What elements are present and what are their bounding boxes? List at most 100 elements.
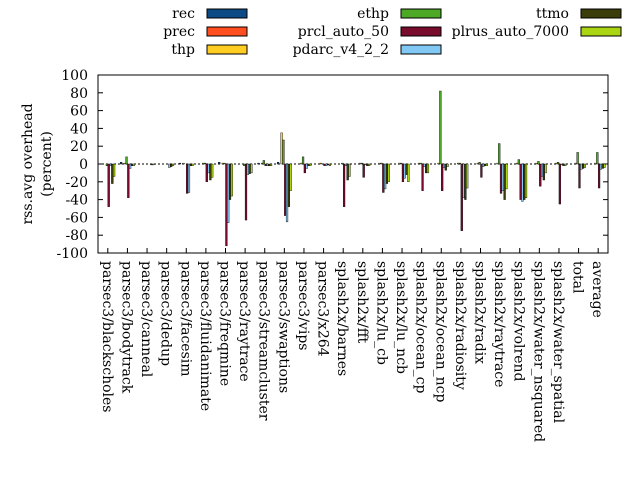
x-tick-label: splash2x/radiosity (452, 261, 468, 390)
x-tick-label: parsec3/vips (295, 261, 311, 350)
bar-ttmo (503, 163, 506, 200)
bar-ethp (576, 152, 579, 165)
bar-pdarc_v4_2_2 (168, 163, 171, 168)
bar-pdarc_v4_2_2 (227, 163, 230, 223)
bar-thp (574, 162, 577, 165)
bar-ethp (125, 156, 128, 165)
bar-ttmo (601, 163, 604, 169)
bar-prcl_auto_50 (264, 163, 267, 166)
bar-ttmo (150, 163, 153, 166)
bar-plrus_auto_7000 (485, 163, 488, 166)
bar-ethp (360, 162, 364, 165)
bar-pdarc_v4_2_2 (580, 163, 583, 170)
bar-ethp (596, 152, 599, 165)
bar-plrus_auto_7000 (426, 163, 430, 174)
bar-rec (276, 162, 280, 165)
bar-plrus_auto_7000 (544, 163, 547, 174)
bar-plrus_auto_7000 (446, 163, 449, 167)
bar-ttmo (346, 163, 349, 181)
legend-swatch (580, 8, 622, 19)
bar-ethp (400, 162, 403, 165)
bar-prcl_auto_50 (107, 163, 110, 207)
bar-ethp (301, 156, 305, 165)
bar-prcl_auto_50 (480, 163, 483, 178)
bar-prcl_auto_50 (499, 163, 503, 194)
bar-thp (123, 162, 126, 165)
bar-ttmo (189, 163, 192, 166)
bar-pdarc_v4_2_2 (540, 163, 544, 177)
bar-rec (218, 162, 221, 165)
bar-ethp (517, 159, 520, 165)
bar-thp (359, 162, 362, 165)
bar-thp (476, 162, 479, 165)
bar-plrus_auto_7000 (524, 163, 528, 199)
bar-prcl_auto_50 (578, 163, 581, 189)
bar-prcl_auto_50 (519, 163, 522, 200)
legend: rec prec thp ethp prcl_auto_50 pdarc_v4_2_2 tt… (163, 6, 622, 58)
bar-plrus_auto_7000 (250, 163, 253, 174)
bar-prcl_auto_50 (323, 163, 326, 166)
bar-prcl_auto_50 (539, 163, 542, 187)
legend-swatch (206, 8, 248, 19)
bar-plrus_auto_7000 (407, 163, 410, 182)
y-tick-label: 80 (70, 86, 88, 102)
y-axis-label: rss.avg overhead (percent) (20, 103, 55, 224)
bar-ttmo (464, 163, 467, 200)
bar-ttmo (130, 163, 134, 166)
legend-swatch (580, 26, 622, 37)
bar-ttmo (111, 163, 114, 184)
legend-label: rec (172, 6, 195, 22)
x-axis: parsec3/blackscholes parsec3/bodytrack par… (99, 261, 605, 442)
x-tick-label: splash2x/water_nsquared (530, 261, 546, 442)
x-tick-label: parsec3/x264 (315, 261, 331, 357)
bar-prcl_auto_50 (127, 163, 130, 199)
bar-plrus_auto_7000 (368, 163, 371, 166)
x-tick-label: parsec3/blackscholes (99, 261, 115, 412)
bar-thp (496, 162, 499, 165)
bar-thp (319, 162, 322, 165)
bar-prcl_auto_50 (284, 163, 287, 216)
x-tick-label: parsec3/fluidanimate (197, 261, 213, 411)
bar-ttmo (385, 163, 389, 184)
bar-prcl_auto_50 (597, 163, 601, 189)
x-tick-label: splash2x/radix (472, 261, 488, 364)
bar-pdarc_v4_2_2 (403, 163, 406, 179)
x-tick-label: splash2x/fft (354, 261, 370, 344)
bar-plrus_auto_7000 (603, 163, 606, 168)
y-tick-label: 100 (61, 68, 88, 84)
bar-ttmo (562, 163, 565, 166)
bar-pdarc_v4_2_2 (305, 163, 308, 169)
x-tick-label: splash2x/raytrace (491, 261, 507, 387)
x-tick-label: parsec3/facesim (177, 261, 193, 377)
x-tick-label: parsec3/freqmine (217, 261, 233, 386)
bar-thp (457, 162, 460, 165)
bar-thp (417, 162, 421, 165)
bar-pdarc_v4_2_2 (266, 163, 269, 166)
bar-pdarc_v4_2_2 (462, 163, 465, 199)
legend-swatch (206, 26, 248, 37)
bar-pdarc_v4_2_2 (109, 163, 112, 166)
bar-prcl_auto_50 (205, 163, 208, 182)
bar-plrus_auto_7000 (309, 163, 312, 166)
bar-thp (555, 162, 558, 165)
bar-thp (182, 162, 185, 165)
x-tick-label: parsec3/bodytrack (118, 261, 134, 394)
y-tick-label: -40 (65, 193, 88, 209)
bar-thp (280, 132, 283, 165)
bar-pdarc_v4_2_2 (325, 163, 328, 166)
y-tick-label: -80 (65, 228, 88, 244)
bar-rec (178, 162, 182, 165)
bar-pdarc_v4_2_2 (501, 163, 504, 191)
bar-thp (515, 162, 519, 165)
bar-plrus_auto_7000 (113, 163, 116, 177)
bar-plrus_auto_7000 (505, 163, 508, 190)
legend-swatch (400, 8, 442, 19)
bar-plrus_auto_7000 (152, 163, 155, 166)
bar-pdarc_v4_2_2 (521, 163, 524, 202)
bar-ttmo (483, 163, 487, 166)
bar-prcl_auto_50 (441, 163, 444, 191)
bars (98, 90, 608, 253)
bar-ethp (243, 163, 246, 166)
bar-rec (120, 162, 123, 165)
